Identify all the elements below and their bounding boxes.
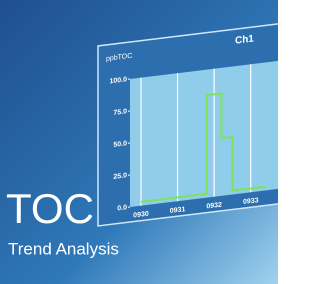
screen: ppbTOC Ch1 0.025.050.075.0100.0093009310… bbox=[98, 23, 278, 226]
title: TOC bbox=[6, 185, 94, 232]
plot-area bbox=[130, 61, 278, 207]
subtitle: Trend Analysis bbox=[8, 239, 119, 258]
y-tick-label: 0.0 bbox=[117, 204, 127, 212]
graphic: ppbTOC Ch1 0.025.050.075.0100.0093009310… bbox=[0, 0, 278, 284]
